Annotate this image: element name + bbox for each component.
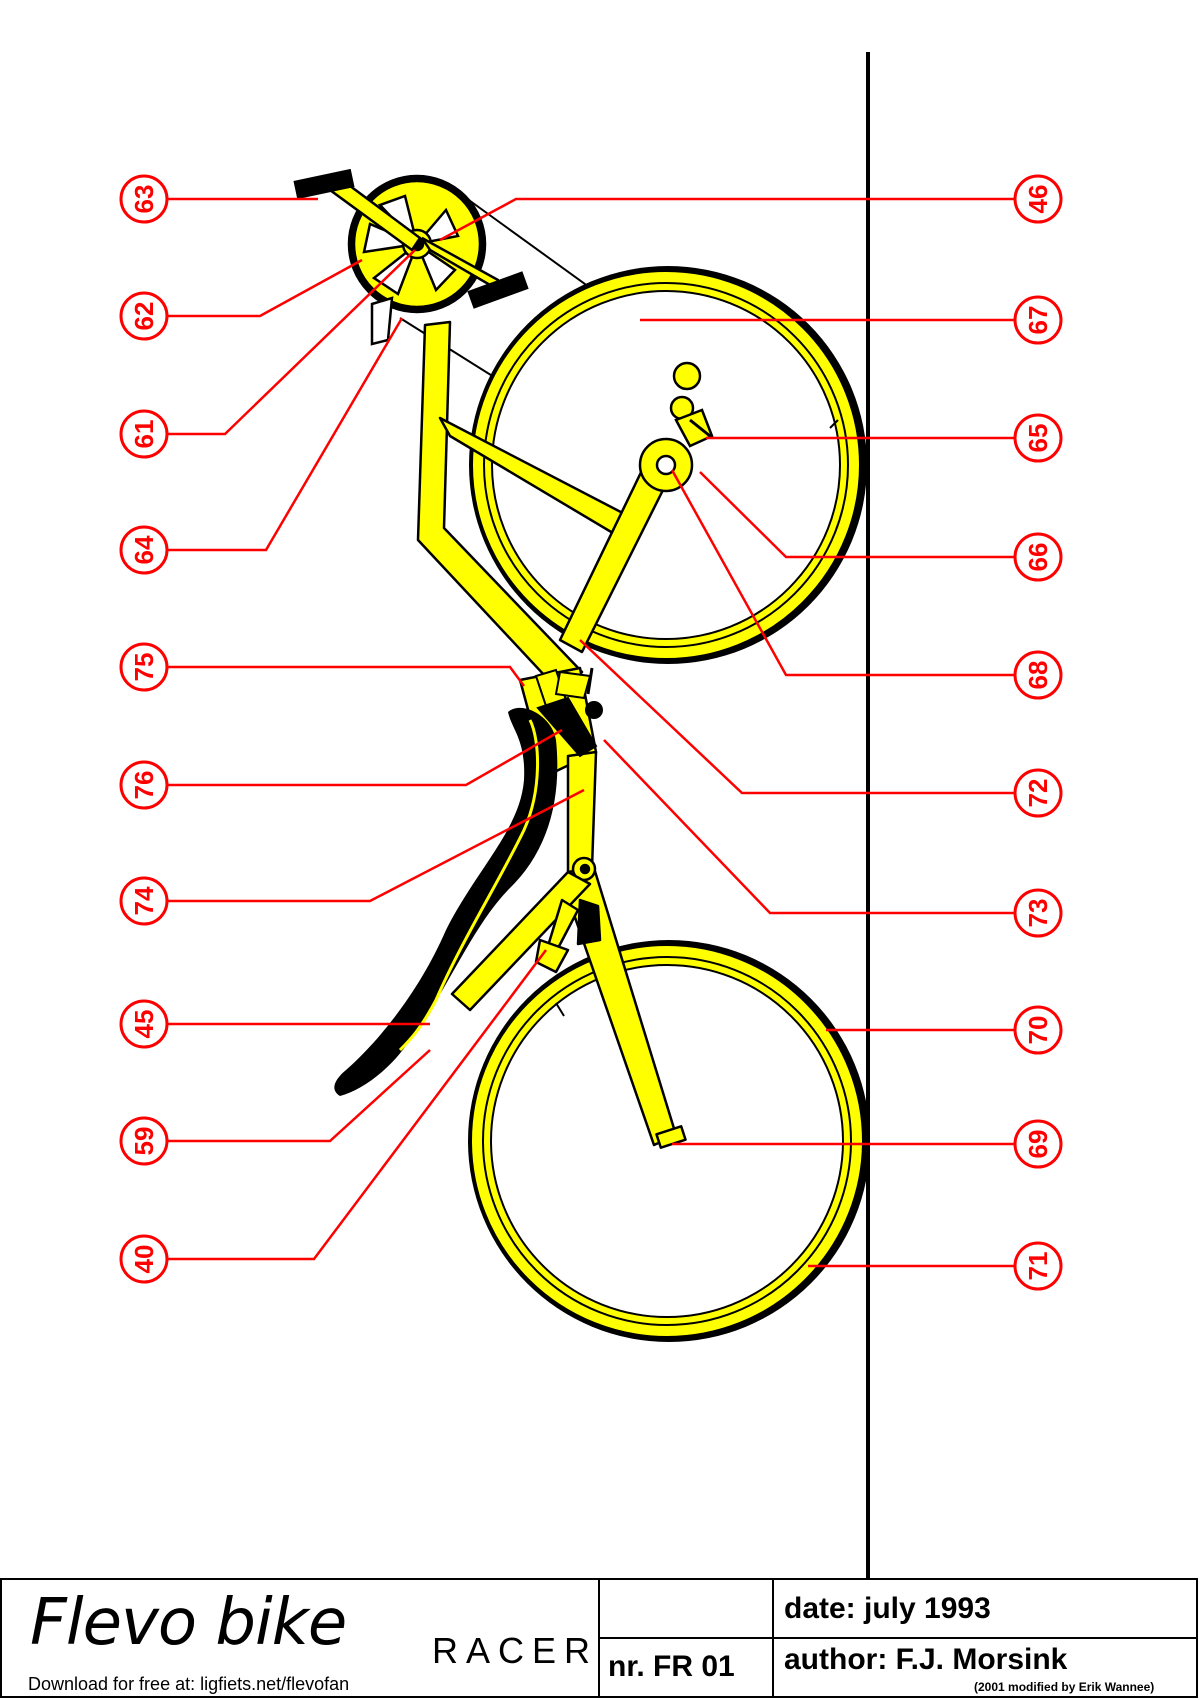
callout-69: 69: [1013, 1119, 1063, 1169]
callout-label: 70: [1023, 1016, 1053, 1045]
title-block: Flevo bike RACER Download for free at: l…: [0, 1578, 1198, 1698]
callout-40: 40: [119, 1234, 169, 1284]
divider-horizontal: [598, 1637, 1198, 1639]
brand-logo: Flevo bike: [30, 1586, 347, 1660]
callout-64: 64: [119, 525, 169, 575]
leader-lines: [168, 197, 1016, 1268]
callout-label: 63: [129, 185, 159, 214]
bike-drawing: 63 62 61 64 75 76 74 45 59 40 46 67 65 66 68 72 73 70 69 7…: [119, 52, 1063, 1578]
callout-70: 70: [1013, 1005, 1063, 1055]
callout-label: 45: [129, 1010, 159, 1039]
seat-strut: [450, 870, 602, 1012]
callout-71: 71: [1013, 1241, 1063, 1291]
callout-label: 59: [129, 1127, 159, 1156]
callout-label: 73: [1023, 899, 1053, 928]
callout-label: 72: [1023, 779, 1053, 808]
callout-label: 67: [1023, 306, 1053, 335]
crank-arms: [293, 168, 529, 346]
rear-hub: [638, 361, 714, 493]
modified-note: (2001 modified by Erik Wannee): [974, 1680, 1155, 1694]
callout-label: 46: [1023, 185, 1053, 214]
callout-label: 74: [129, 886, 159, 915]
callouts-right: 46 67 65 66 68 72 73 70 69 71: [1013, 174, 1063, 1291]
callout-73: 73: [1013, 888, 1063, 938]
callout-61: 61: [119, 409, 169, 459]
callout-59: 59: [119, 1116, 169, 1166]
callout-45: 45: [119, 999, 169, 1049]
callout-label: 62: [129, 302, 159, 331]
callout-label: 76: [129, 771, 159, 800]
callout-label: 65: [1023, 424, 1053, 453]
callout-68: 68: [1013, 650, 1063, 700]
model-name: RACER: [432, 1630, 599, 1671]
callout-label: 66: [1023, 543, 1053, 572]
callout-label: 64: [129, 535, 159, 564]
callout-label: 68: [1023, 661, 1053, 690]
callout-label: 75: [129, 653, 159, 682]
callout-label: 69: [1023, 1130, 1053, 1159]
handlebar: [534, 667, 603, 758]
date-line: date: july 1993: [784, 1592, 991, 1625]
callout-62: 62: [119, 291, 169, 341]
callouts-left: 63 62 61 64 75 76 74 45 59 40: [119, 174, 169, 1284]
callout-76: 76: [119, 760, 169, 810]
download-note: Download for free at: ligfiets.net/flevo…: [28, 1674, 350, 1694]
callout-63: 63: [119, 174, 169, 224]
callout-label: 40: [129, 1245, 159, 1274]
callout-label: 71: [1023, 1252, 1053, 1281]
callout-65: 65: [1013, 413, 1063, 463]
callout-74: 74: [119, 876, 169, 926]
callout-67: 67: [1013, 295, 1063, 345]
callout-75: 75: [119, 642, 169, 692]
callout-72: 72: [1013, 768, 1063, 818]
drawing-number: nr. FR 01: [608, 1650, 735, 1683]
author-line: author: F.J. Morsink: [784, 1643, 1068, 1676]
callout-label: 61: [129, 420, 159, 449]
callout-66: 66: [1013, 532, 1063, 582]
callout-46: 46: [1013, 174, 1063, 224]
